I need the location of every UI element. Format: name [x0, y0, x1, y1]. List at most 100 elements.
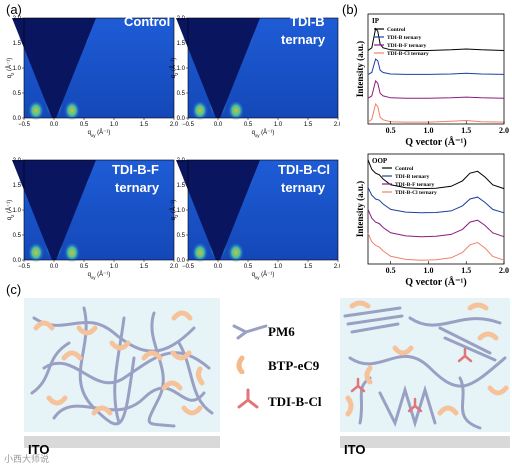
- polymer-chains-left: [30, 306, 214, 428]
- legend-entry-0: Control: [387, 27, 406, 33]
- x-axis-label: qxy (Å⁻¹): [252, 271, 275, 280]
- x-tick-label: 1.0: [274, 264, 283, 270]
- legend-entry-3: TDI-B-Cl ternary: [395, 190, 437, 196]
- watermark: 小西大师说: [4, 454, 50, 464]
- acceptor-domains-left: [33, 310, 205, 416]
- x-tick-label: 1.5: [461, 266, 471, 275]
- legend-entry-2: TDI-B-F ternary: [387, 43, 427, 49]
- y-tick-label: 1.5: [177, 183, 186, 189]
- profile-frame: [367, 13, 505, 125]
- legend-icon-btp: [236, 355, 245, 374]
- profile-frame: [367, 153, 505, 265]
- x-axis-label: qxy (Å⁻¹): [88, 271, 111, 280]
- ito-layer-right: [340, 436, 510, 448]
- x-tick-label: 1.0: [423, 266, 433, 275]
- lamellar-side: [228, 242, 244, 263]
- x-tick-label: 1.5: [140, 264, 149, 270]
- legend-label-pm6: PM6: [268, 324, 295, 339]
- x-tick-label: 0.0: [50, 122, 59, 128]
- x-tick-label: 1.5: [140, 122, 149, 128]
- legend-entry-2: TDI-B-F ternary: [395, 182, 435, 188]
- x-tick-label: 1.5: [461, 126, 471, 135]
- y-tick-label: 1.5: [177, 41, 186, 47]
- y-tick-label: 1.0: [177, 66, 186, 72]
- missing-wedge: [176, 160, 260, 260]
- legend-label-btp: BTP-eC9: [268, 358, 320, 373]
- series-line-1: [367, 187, 505, 214]
- giwaxs-title-tdib-2: ternary: [281, 32, 326, 47]
- y-tick-label: 0.0: [177, 258, 186, 264]
- panel-label-c: (c): [6, 282, 22, 297]
- legend-entry-3: TDI-B-Cl ternary: [387, 51, 429, 57]
- x-tick-label: 2.0: [170, 122, 179, 128]
- y-axis-label: Intensity (a.u.): [355, 41, 365, 97]
- giwaxs-title-tdibcl: TDI-B-Cl: [278, 162, 330, 177]
- x-tick-label: 2.0: [334, 264, 340, 270]
- y-tick-label: 0.5: [13, 91, 22, 97]
- giwaxs-title-tdibf: TDI-B-F: [112, 162, 159, 177]
- series-line-3: [367, 232, 505, 261]
- legend-icon-pm6: [232, 324, 268, 340]
- chart-title: IP: [372, 17, 380, 25]
- y-tick-label: 2.0: [177, 16, 186, 22]
- x-tick-label: 0.5: [386, 266, 396, 275]
- y-tick-label: 0.5: [177, 233, 186, 239]
- x-tick-label: 2.0: [170, 264, 179, 270]
- x-tick-label: 1.0: [110, 122, 119, 128]
- series-line-1: [367, 58, 505, 75]
- missing-wedge: [12, 18, 96, 118]
- y-tick-label: 0.0: [177, 116, 186, 122]
- x-tick-label: 2.0: [499, 266, 509, 275]
- panel-label-b: (b): [342, 2, 358, 17]
- series-line-2: [367, 209, 505, 238]
- y-tick-label: 0.0: [13, 116, 22, 122]
- chart-title: OOP: [372, 157, 388, 165]
- lamellar-side-left: [28, 100, 44, 121]
- legend-entry-1: TDI-B ternary: [387, 35, 422, 41]
- legend-icon-tdibcl: [237, 388, 259, 409]
- series-line-0: [367, 159, 505, 190]
- x-tick-label: 0.5: [244, 264, 253, 270]
- x-tick-label: 1.0: [110, 264, 119, 270]
- x-tick-label: 0.5: [386, 126, 396, 135]
- ito-label-right: ITO: [344, 442, 366, 457]
- y-axis-label: Intensity (a.u.): [355, 181, 365, 237]
- lamellar-side: [228, 100, 244, 121]
- y-tick-label: 2.0: [13, 158, 22, 164]
- morphology-left: [24, 298, 220, 448]
- series-line-3: [367, 102, 505, 123]
- missing-wedge: [12, 160, 96, 260]
- x-axis-label: Q vector (Å⁻¹): [405, 276, 466, 288]
- giwaxs-title-tdibcl-2: ternary: [281, 180, 326, 195]
- x-tick-label: 0.5: [80, 264, 89, 270]
- x-tick-label: 1.0: [274, 122, 283, 128]
- y-tick-label: 0.5: [177, 91, 186, 97]
- x-tick-label: 1.5: [304, 264, 313, 270]
- y-tick-label: 1.0: [177, 208, 186, 214]
- tdibcl-molecules-right: [350, 347, 473, 413]
- x-tick-label: 0.5: [244, 122, 253, 128]
- lamellar-side: [64, 100, 80, 121]
- lamellar-side: [64, 242, 80, 263]
- y-tick-label: 2.0: [177, 158, 186, 164]
- legend-entry-0: Control: [395, 166, 414, 172]
- lamellar-side-left: [192, 242, 208, 263]
- x-tick-label: 1.0: [423, 126, 433, 135]
- y-axis-label: qz (Å⁻¹): [6, 200, 15, 220]
- legend-entry-1: TDI-B ternary: [395, 174, 430, 180]
- lamellar-side-left: [28, 242, 44, 263]
- y-tick-label: 1.5: [13, 183, 22, 189]
- x-tick-label: 0.0: [214, 264, 223, 270]
- x-tick-label: 2.0: [334, 122, 340, 128]
- y-tick-label: 0.5: [13, 233, 22, 239]
- y-tick-label: 0.0: [13, 258, 22, 264]
- x-tick-label: −0.5: [18, 264, 31, 270]
- y-axis-label: qz (Å⁻¹): [170, 58, 179, 78]
- x-axis-label: qxy (Å⁻¹): [88, 129, 111, 138]
- x-tick-label: 0.5: [80, 122, 89, 128]
- giwaxs-title-tdib: TDI-B: [290, 14, 325, 29]
- x-tick-label: 2.0: [499, 126, 509, 135]
